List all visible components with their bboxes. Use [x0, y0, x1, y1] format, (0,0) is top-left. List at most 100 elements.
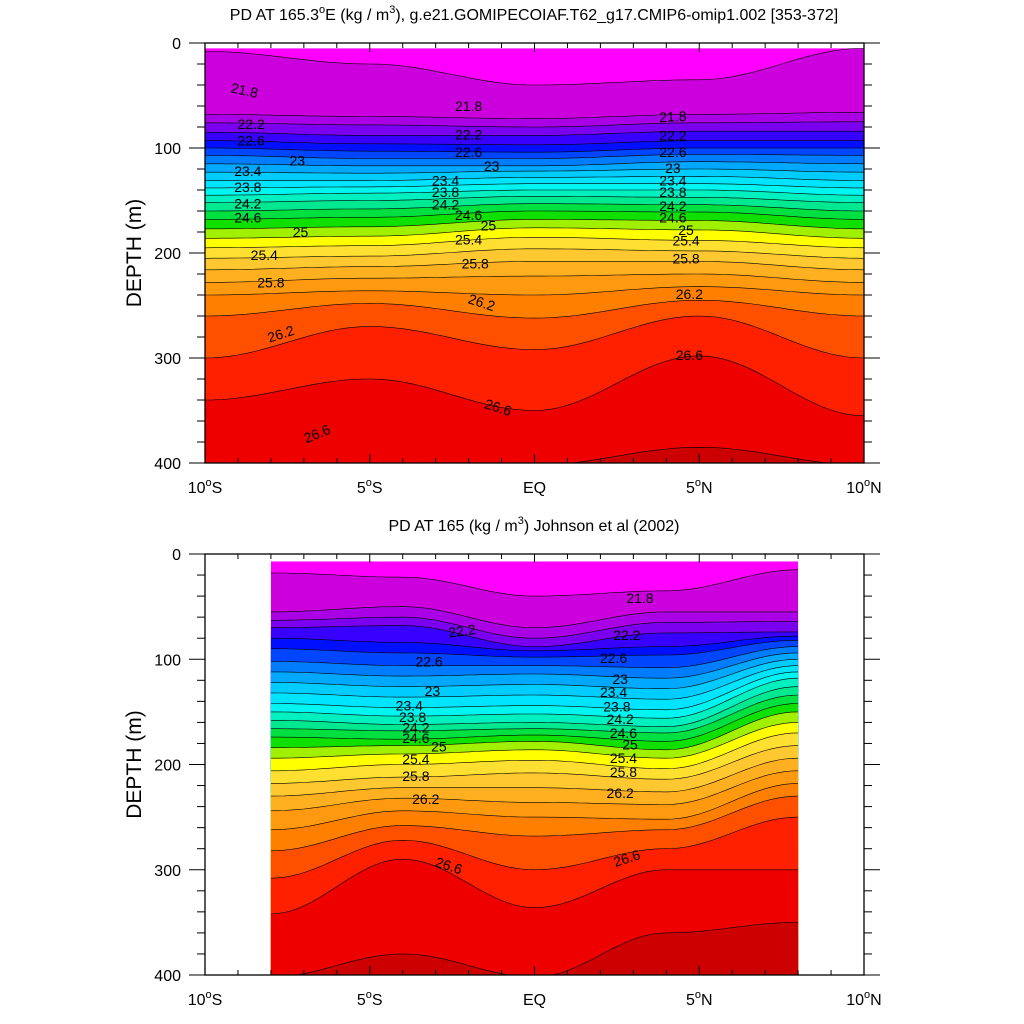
contour-label: 24.6 [402, 730, 429, 746]
contour-label: 23 [612, 671, 628, 687]
contour-label: 23.8 [603, 699, 630, 715]
y-tick-label: 300 [154, 863, 181, 880]
contour-label: 25.4 [672, 232, 699, 248]
contour-label: 22.6 [600, 650, 627, 666]
contour-label: 21.8 [626, 590, 653, 606]
contour-label: 23 [484, 158, 500, 174]
y-axis-label: DEPTH (m) [123, 199, 146, 308]
x-tick-label: 5oN [686, 989, 713, 1009]
contour-line [270, 770, 799, 812]
y-tick-label: 400 [154, 456, 181, 473]
contour-line [205, 196, 864, 203]
contour-label: 24.6 [234, 209, 261, 225]
contour-label: 26.2 [607, 785, 634, 801]
contour-label: 24.6 [659, 209, 686, 225]
x-tick-label: EQ [523, 480, 546, 497]
contour-line [205, 286, 864, 296]
y-tick-label: 300 [154, 351, 181, 368]
contour-line [205, 189, 864, 196]
contour-line [205, 175, 864, 181]
contour-label: 23.4 [432, 173, 459, 189]
x-tick-label: 5oS [357, 989, 383, 1009]
contour-line [205, 248, 864, 259]
x-tick-label: 10oS [188, 989, 223, 1009]
x-tick-label: 5oS [357, 477, 383, 497]
contour-line [270, 703, 799, 742]
contour-line [270, 616, 799, 639]
contour-line [205, 300, 864, 319]
contour-line [205, 121, 864, 128]
contour-label: 24.2 [432, 197, 459, 213]
contour-label: 25 [481, 218, 497, 234]
contour-line [270, 640, 799, 658]
contour-line [270, 745, 799, 784]
contour-label: 23.8 [659, 184, 686, 200]
contour-line [205, 130, 864, 136]
contour-line [270, 757, 799, 797]
contour-label: 25.8 [610, 764, 637, 780]
contour-line [205, 112, 864, 119]
contour-line [205, 48, 864, 86]
contour-label: 25 [431, 739, 447, 755]
contour-line [270, 795, 799, 852]
contour-label: 22.2 [613, 627, 640, 643]
contour-line [270, 686, 799, 727]
contour-label: 23 [425, 683, 441, 699]
contour-label: 23 [665, 160, 681, 176]
panel-observations: 21.822.2 22.222.6 22.6232323.423.423.823.8… [123, 515, 882, 1009]
y-tick-label: 0 [172, 36, 181, 53]
contour-line [270, 732, 799, 772]
contour-line [205, 183, 864, 189]
contour-line [205, 219, 864, 230]
contour-label: 23.8 [432, 184, 459, 200]
contour-line [270, 625, 799, 647]
contour-label: 23 [289, 153, 305, 169]
contour-line [270, 652, 799, 679]
x-tick-label: 10oN [846, 989, 881, 1009]
contour-label: 23.4 [659, 173, 686, 189]
contour-label: 24.6 [610, 725, 637, 741]
contour-label: 22.6 [238, 133, 265, 149]
contour-label: 25.8 [402, 768, 429, 784]
contour-label: 25.4 [455, 231, 482, 247]
contour-line [270, 665, 799, 700]
contour-label: 25 [293, 224, 309, 240]
contour-label: 22.2 [447, 621, 476, 641]
x-tick-label: 10oS [188, 477, 223, 497]
y-tick-label: 200 [154, 758, 181, 775]
contour-line [270, 816, 799, 879]
contour-label: 21.8 [455, 98, 482, 114]
contour-line [205, 147, 864, 153]
contour-label: 25.4 [251, 247, 278, 263]
panel-model: 21.821.821.822.222.2 22.222.622.6 22.623 23… [123, 4, 882, 497]
contour-label: 22.6 [415, 653, 442, 669]
contour-label: 25.4 [402, 751, 429, 767]
contour-line [270, 694, 799, 734]
y-axis-label: DEPTH (m) [123, 710, 146, 819]
contour-line [270, 659, 799, 689]
contour-line [205, 273, 864, 283]
contour-label: 25.4 [610, 750, 637, 766]
contour-line [205, 140, 864, 146]
y-tick-label: 0 [172, 547, 181, 564]
contour-line [270, 635, 799, 652]
contour-field [270, 561, 799, 975]
contour-line [205, 154, 864, 159]
contour-label: 24.6 [455, 207, 482, 223]
y-tick-label: 100 [154, 141, 181, 158]
contour-label: 23.8 [399, 709, 426, 725]
contour-line [205, 237, 864, 249]
contour-label: 26.2 [676, 286, 703, 302]
contour-label: 26.2 [412, 791, 439, 807]
contour-label: 24.2 [659, 198, 686, 214]
contour-line [205, 261, 864, 271]
contour-label: 22.6 [455, 144, 482, 160]
contour-line [205, 168, 864, 174]
x-tick-label: 5oN [686, 477, 713, 497]
contour-line [294, 922, 799, 975]
contour-label: 23.4 [234, 163, 261, 179]
contour-line [205, 315, 864, 359]
contour-line [270, 711, 799, 751]
y-tick-label: 100 [154, 652, 181, 669]
contour-line [270, 569, 799, 597]
